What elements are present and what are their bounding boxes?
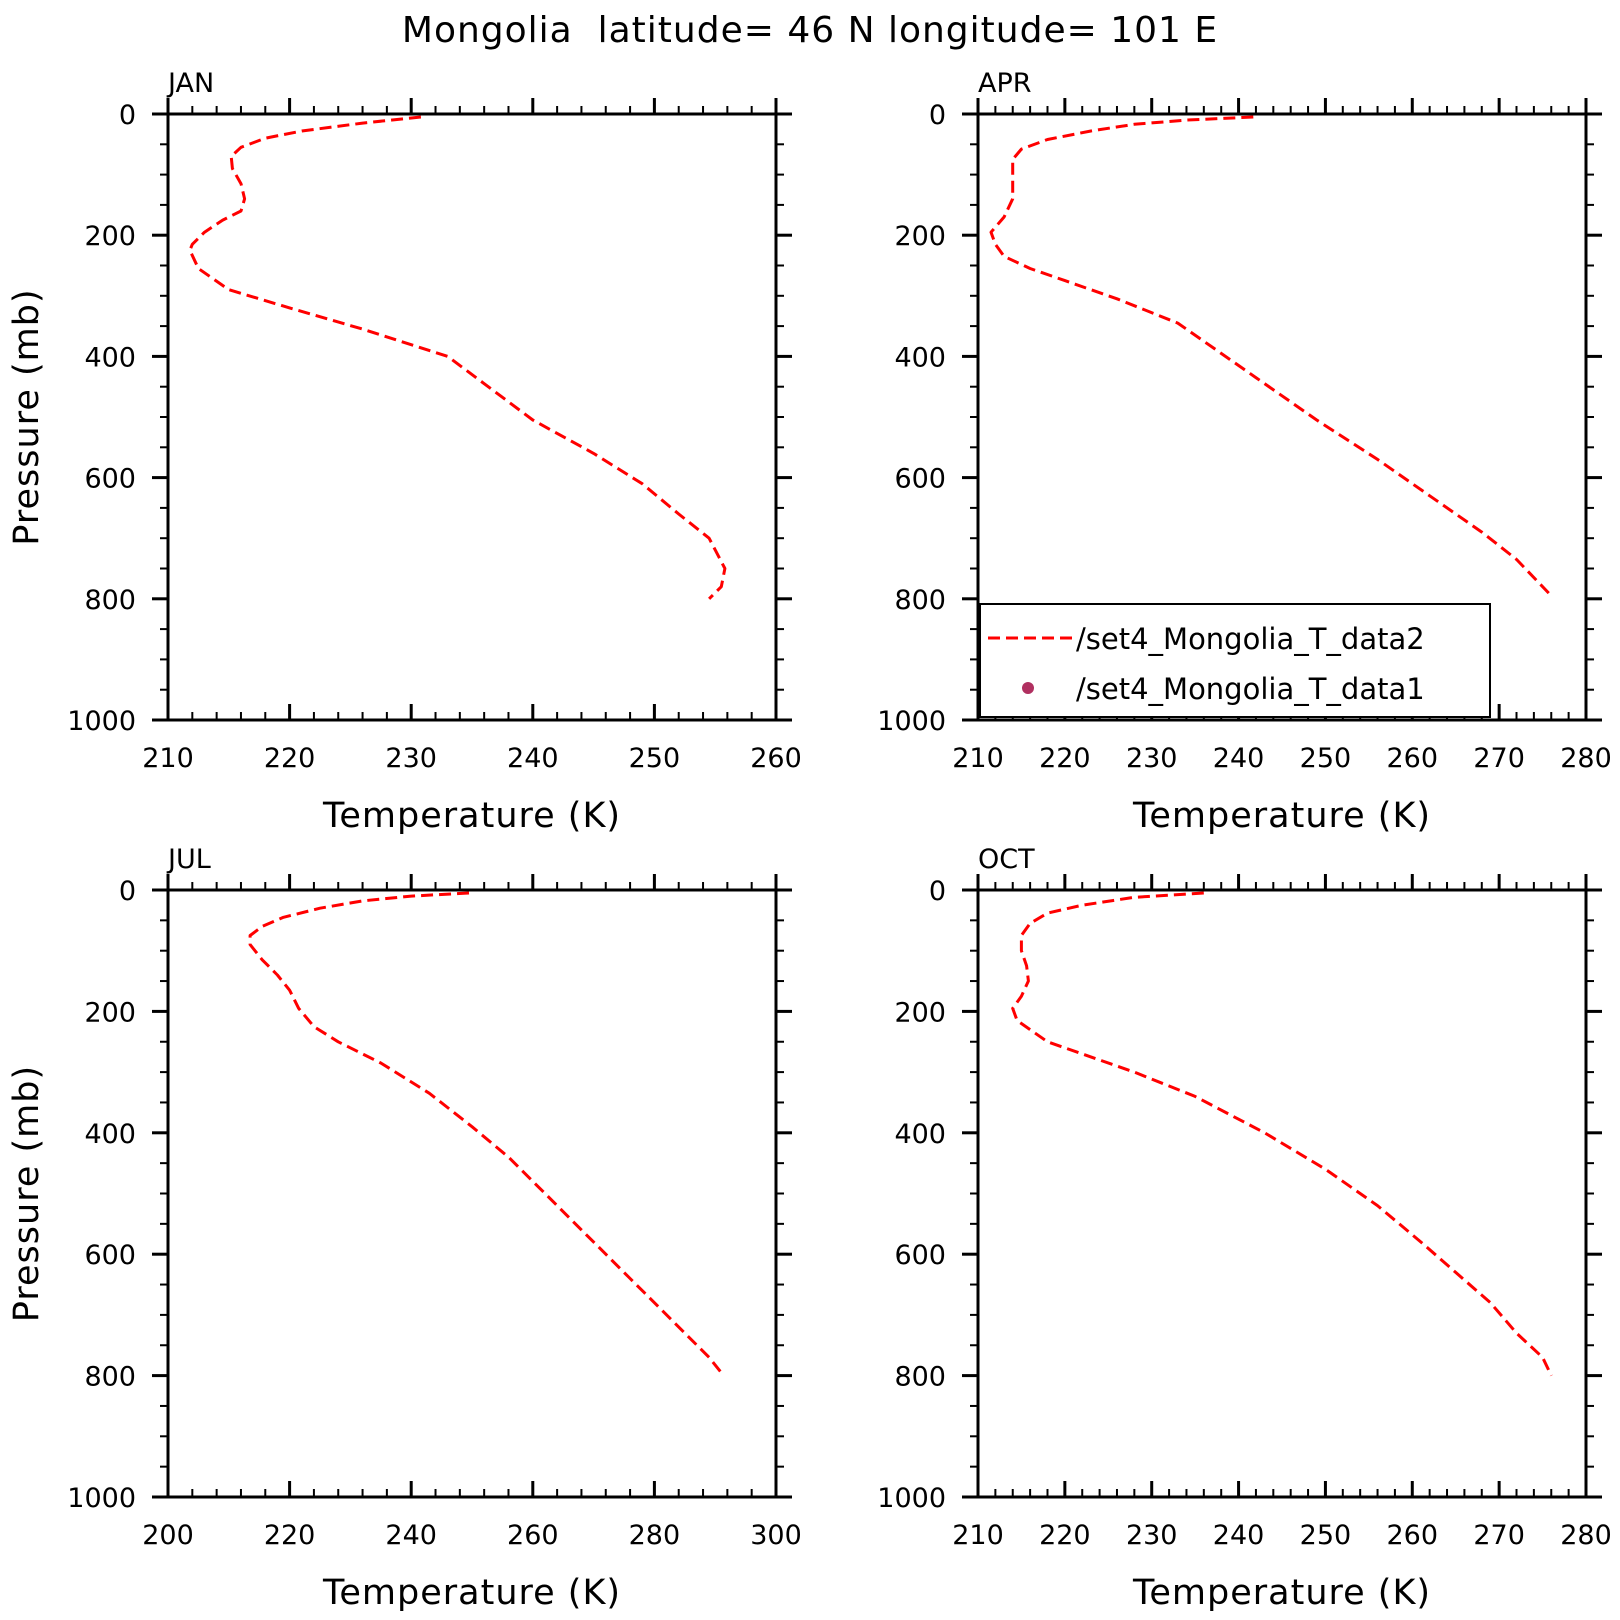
x-tick-label: 210	[952, 1520, 1004, 1551]
chart-panel-apr: APR 210 220 230 240 250 260 270 280 0 200 400 600 800…	[877, 68, 1611, 836]
x-tick-label: 260	[507, 1520, 559, 1551]
x-tick-label: 280	[1560, 743, 1612, 774]
y-tick-label: 600	[894, 1240, 946, 1271]
legend-marker-swatch	[1022, 682, 1034, 694]
y-tick-label: 0	[929, 100, 946, 131]
chart-panels: JAN 210 220 230 240 250 260 0 200 400 600 800 1000 Te…	[7, 68, 1612, 1613]
y-tick-label: 800	[84, 585, 136, 616]
x-tick-label: 240	[507, 743, 559, 774]
y-axis-title: Pressure (mb)	[7, 1065, 47, 1322]
plot-frame	[976, 888, 1588, 1499]
x-tick-label: 280	[1560, 1520, 1612, 1551]
x-tick-label: 250	[1300, 743, 1352, 774]
y-tick-label: 600	[84, 464, 136, 495]
legend-box	[979, 603, 1491, 718]
y-tick-label: 400	[894, 1119, 946, 1150]
x-tick-label: 230	[1126, 1520, 1178, 1551]
x-axis-title: Temperature (K)	[322, 1573, 621, 1613]
chart-panel-jan: JAN 210 220 230 240 250 260 0 200 400 600 800 1000 Te…	[7, 68, 802, 836]
x-tick-label: 240	[385, 1520, 437, 1551]
x-tick-label: 260	[1387, 743, 1439, 774]
y-tick-label: 0	[929, 876, 946, 907]
y-tick-label: 800	[84, 1362, 136, 1393]
x-tick-label: 250	[629, 743, 681, 774]
legend: /set4_Mongolia_T_data2/set4_Mongolia_T_d…	[979, 603, 1491, 718]
x-tick-label: 260	[750, 743, 802, 774]
x-axis-title: Temperature (K)	[1132, 1573, 1431, 1613]
y-tick-label: 400	[84, 342, 136, 373]
y-tick-label: 400	[84, 1119, 136, 1150]
panel-label: OCT	[978, 844, 1035, 875]
legend-label-data1: /set4_Mongolia_T_data1	[1076, 672, 1425, 706]
chart-panel-jul: JUL 200 220 240 260 280 300 0 200 400 600 800 1000 Te…	[7, 844, 802, 1613]
x-tick-label: 280	[629, 1520, 681, 1551]
x-tick-label: 220	[264, 1520, 316, 1551]
plot-frame	[166, 112, 778, 722]
y-tick-label: 600	[894, 464, 946, 495]
y-tick-label: 200	[894, 997, 946, 1028]
x-tick-label: 200	[142, 1520, 194, 1551]
y-tick-label: 1000	[877, 1483, 946, 1514]
x-axis-title: Temperature (K)	[1132, 796, 1431, 836]
y-tick-label: 200	[84, 221, 136, 252]
x-tick-label: 220	[1039, 1520, 1091, 1551]
series-line-data2	[989, 115, 1553, 597]
panel-label: JAN	[166, 68, 214, 99]
plot-frame	[166, 888, 778, 1499]
y-tick-label: 800	[894, 585, 946, 616]
y-tick-label: 200	[894, 221, 946, 252]
panel-label: APR	[978, 68, 1032, 99]
y-axis-title: Pressure (mb)	[7, 288, 47, 545]
figure-title: Mongolia latitude= 46 N longitude= 101 E	[402, 10, 1218, 51]
y-tick-label: 400	[894, 342, 946, 373]
x-tick-label: 230	[385, 743, 437, 774]
y-tick-label: 1000	[67, 706, 136, 737]
x-tick-label: 270	[1473, 1520, 1525, 1551]
y-tick-label: 1000	[877, 706, 946, 737]
x-tick-label: 270	[1473, 743, 1525, 774]
x-tick-label: 300	[750, 1520, 802, 1551]
x-tick-label: 210	[142, 743, 194, 774]
x-axis-title: Temperature (K)	[322, 796, 621, 836]
chart-panel-oct: OCT 210 220 230 240 250 260 270 280 0 200 400 600 800…	[877, 844, 1611, 1613]
x-tick-label: 240	[1213, 1520, 1265, 1551]
legend-label-data2: /set4_Mongolia_T_data2	[1076, 622, 1425, 656]
y-tick-label: 800	[894, 1362, 946, 1393]
y-tick-label: 200	[84, 997, 136, 1028]
series-line-data2	[1011, 891, 1553, 1377]
x-tick-label: 260	[1387, 1520, 1439, 1551]
series-line-data2	[248, 891, 723, 1374]
x-tick-label: 240	[1213, 743, 1265, 774]
x-tick-label: 220	[264, 743, 316, 774]
y-tick-label: 600	[84, 1240, 136, 1271]
y-tick-label: 0	[119, 876, 136, 907]
panel-label: JUL	[166, 844, 211, 875]
x-tick-label: 210	[952, 743, 1004, 774]
x-tick-label: 220	[1039, 743, 1091, 774]
x-tick-label: 250	[1300, 1520, 1352, 1551]
series-line-data2	[188, 115, 727, 600]
y-tick-label: 1000	[67, 1483, 136, 1514]
x-tick-label: 230	[1126, 743, 1178, 774]
y-tick-label: 0	[119, 100, 136, 131]
